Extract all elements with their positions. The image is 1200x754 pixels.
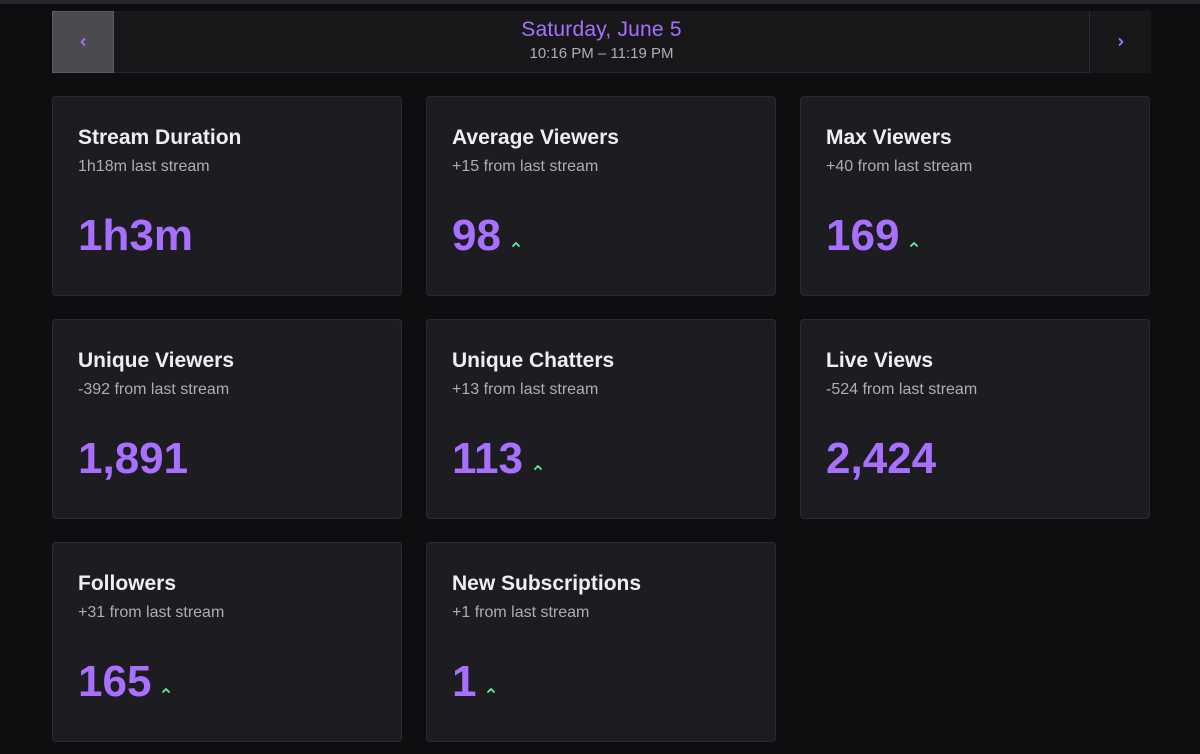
trend-up-icon (512, 242, 520, 247)
stat-card-new-subscriptions: New Subscriptions +1 from last stream 1 (426, 542, 776, 742)
stat-comparison: +13 from last stream (452, 381, 599, 398)
trend-up-icon (910, 242, 919, 247)
chevron-right-icon (1118, 38, 1123, 46)
stat-comparison: -524 from last stream (826, 381, 978, 398)
stat-title: Live Views (826, 349, 934, 372)
stat-value: 1h3m (78, 211, 193, 260)
stat-card-stream-duration: Stream Duration 1h18m last stream 1h3m (52, 96, 402, 296)
date-navigator: Saturday, June 5 10:16 PM – 11:19 PM (52, 11, 1151, 73)
stat-value: 2,424 (826, 434, 937, 483)
stat-comparison: +1 from last stream (452, 604, 590, 621)
stat-card-max-viewers: Max Viewers +40 from last stream 169 (800, 96, 1150, 296)
stat-title: New Subscriptions (452, 572, 642, 595)
stat-title: Followers (78, 572, 177, 595)
trend-up-icon (534, 465, 542, 470)
stat-title: Stream Duration (78, 126, 242, 149)
date-display: Saturday, June 5 10:16 PM – 11:19 PM (114, 11, 1089, 73)
stat-title: Max Viewers (826, 126, 952, 149)
stat-card-unique-viewers: Unique Viewers -392 from last stream 1,8… (52, 319, 402, 519)
stat-comparison: 1h18m last stream (78, 158, 210, 175)
stat-comparison: +15 from last stream (452, 158, 599, 175)
stat-comparison: -392 from last stream (78, 381, 230, 398)
stat-card-followers: Followers +31 from last stream 165 (52, 542, 402, 742)
stat-title: Average Viewers (452, 126, 619, 149)
chevron-left-icon (80, 38, 86, 46)
stat-comparison: +40 from last stream (826, 158, 973, 175)
stat-value: 98 (452, 211, 501, 260)
stream-date: Saturday, June 5 (521, 18, 682, 41)
previous-stream-button[interactable] (52, 11, 114, 73)
trend-up-icon (162, 688, 171, 693)
stat-card-average-viewers: Average Viewers +15 from last stream 98 (426, 96, 776, 296)
stream-time-range: 10:16 PM – 11:19 PM (529, 45, 674, 62)
stat-comparison: +31 from last stream (78, 604, 225, 621)
stat-card-unique-chatters: Unique Chatters +13 from last stream 113 (426, 319, 776, 519)
stat-title: Unique Viewers (78, 349, 235, 372)
trend-up-icon (487, 688, 496, 693)
stat-title: Unique Chatters (452, 349, 615, 372)
stat-card-live-views: Live Views -524 from last stream 2,424 (800, 319, 1150, 519)
stat-value: 1,891 (78, 434, 189, 483)
stat-value: 113 (452, 434, 523, 483)
stat-value: 1 (452, 657, 477, 706)
next-stream-button[interactable] (1089, 11, 1151, 73)
stat-value: 169 (826, 211, 900, 260)
stat-value: 165 (78, 657, 152, 706)
top-edge-divider (0, 0, 1200, 4)
